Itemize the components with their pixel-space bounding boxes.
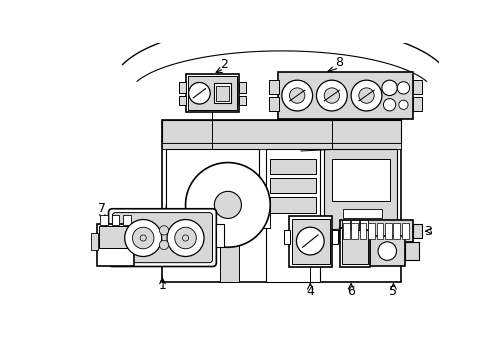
Bar xyxy=(343,209,381,218)
Bar xyxy=(393,223,400,239)
Circle shape xyxy=(281,80,312,111)
Circle shape xyxy=(185,163,270,247)
Bar xyxy=(216,224,224,247)
Bar xyxy=(216,86,228,101)
Circle shape xyxy=(316,80,346,111)
Bar xyxy=(91,233,98,250)
Bar xyxy=(111,215,119,225)
Text: 7: 7 xyxy=(98,202,106,215)
Bar xyxy=(289,216,331,266)
Bar xyxy=(270,197,316,213)
Bar xyxy=(104,224,112,247)
Text: 6: 6 xyxy=(346,285,354,298)
Bar xyxy=(179,95,186,105)
Circle shape xyxy=(174,227,196,249)
Circle shape xyxy=(398,100,407,109)
Text: 3: 3 xyxy=(423,225,431,238)
Bar xyxy=(268,80,278,94)
Bar xyxy=(284,230,290,244)
Bar xyxy=(268,97,278,111)
Circle shape xyxy=(383,99,395,111)
Bar xyxy=(214,83,230,103)
Bar xyxy=(179,82,186,93)
Circle shape xyxy=(140,235,146,241)
Bar xyxy=(266,149,320,282)
Text: 2: 2 xyxy=(220,58,227,71)
Bar xyxy=(123,215,131,225)
FancyBboxPatch shape xyxy=(112,213,212,263)
Bar xyxy=(220,228,239,282)
Text: 5: 5 xyxy=(388,285,397,298)
Circle shape xyxy=(214,192,241,219)
Text: 8: 8 xyxy=(335,56,343,69)
FancyBboxPatch shape xyxy=(108,209,216,266)
Circle shape xyxy=(296,227,324,255)
Bar xyxy=(185,74,239,112)
Bar xyxy=(99,226,131,248)
Circle shape xyxy=(159,240,168,249)
Bar xyxy=(239,82,246,93)
Bar xyxy=(339,228,369,266)
Bar xyxy=(100,215,107,225)
Bar xyxy=(369,236,404,266)
Bar xyxy=(270,159,316,174)
Bar xyxy=(239,95,246,105)
Bar xyxy=(350,220,358,229)
Bar xyxy=(270,178,316,193)
Circle shape xyxy=(182,235,188,241)
Circle shape xyxy=(159,226,168,235)
Bar xyxy=(97,224,134,266)
Bar xyxy=(341,230,367,264)
Bar xyxy=(401,223,408,239)
Circle shape xyxy=(132,227,154,249)
Bar xyxy=(384,223,391,239)
Bar xyxy=(341,220,349,229)
Bar xyxy=(331,230,337,244)
Bar xyxy=(350,223,357,239)
Bar xyxy=(412,224,421,238)
Circle shape xyxy=(358,88,373,103)
Bar xyxy=(376,223,383,239)
Text: 4: 4 xyxy=(305,285,314,298)
Circle shape xyxy=(289,88,305,103)
Bar xyxy=(291,219,329,264)
Circle shape xyxy=(396,82,409,94)
Circle shape xyxy=(350,80,381,111)
Bar xyxy=(359,223,366,239)
Circle shape xyxy=(124,220,162,256)
Bar xyxy=(187,76,237,110)
Circle shape xyxy=(377,242,396,260)
Bar xyxy=(324,149,396,230)
Bar xyxy=(367,223,374,239)
Bar xyxy=(258,209,270,228)
Bar xyxy=(162,120,400,143)
Circle shape xyxy=(324,88,339,103)
Bar xyxy=(339,220,412,242)
Bar xyxy=(404,242,418,260)
Circle shape xyxy=(188,82,210,104)
Bar xyxy=(412,80,421,94)
Bar xyxy=(162,143,400,149)
Text: 1: 1 xyxy=(158,279,166,292)
Bar xyxy=(412,97,421,111)
Bar xyxy=(331,159,389,201)
Bar xyxy=(342,223,349,239)
Circle shape xyxy=(167,220,203,256)
Bar xyxy=(360,220,367,229)
Bar xyxy=(162,120,400,282)
Bar xyxy=(277,72,412,119)
Circle shape xyxy=(381,80,396,95)
Bar xyxy=(166,149,258,219)
